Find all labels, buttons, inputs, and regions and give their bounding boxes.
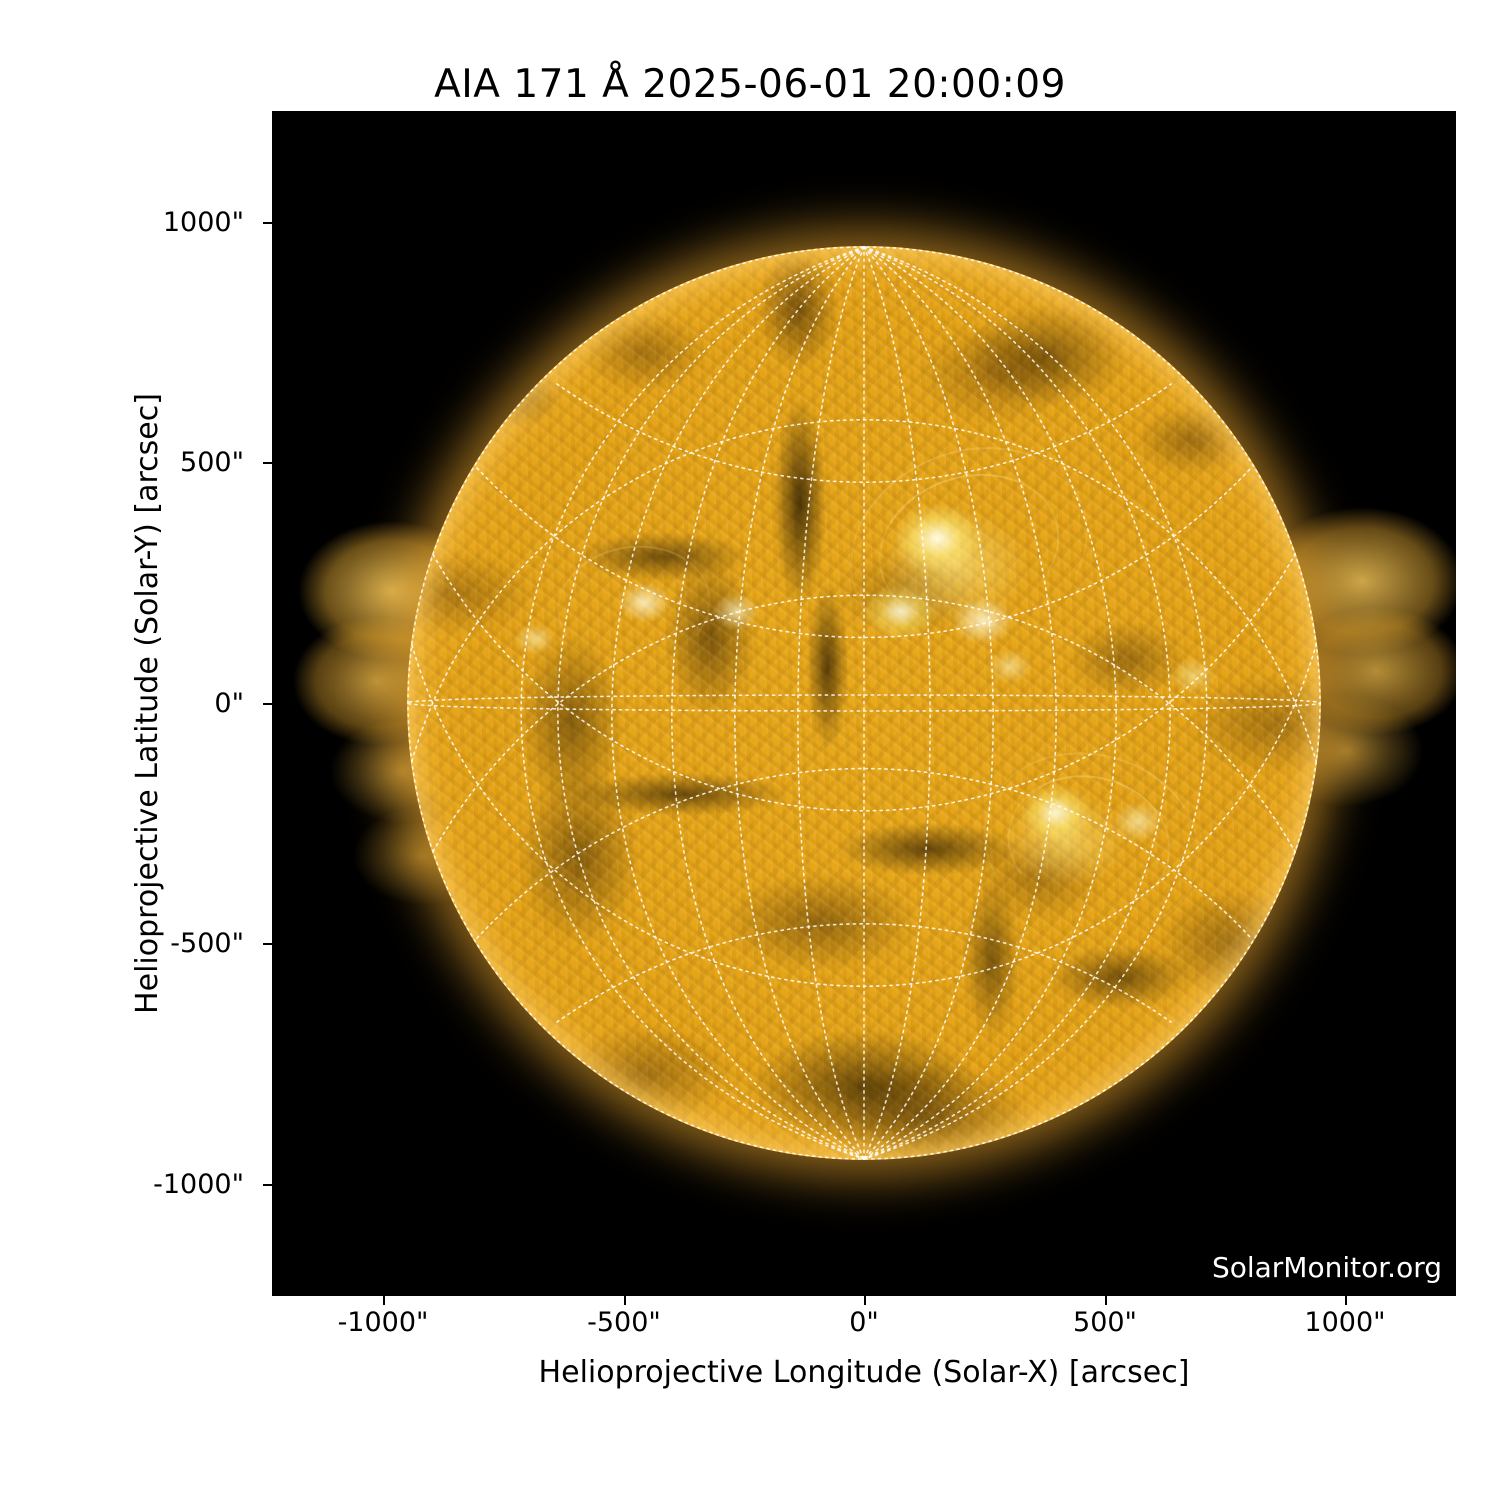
image-plot-area[interactable]: SolarMonitor.org xyxy=(272,111,1456,1296)
limb-brightening-ring xyxy=(407,246,1321,1160)
page-title: AIA 171 Å 2025-06-01 20:00:09 xyxy=(434,62,1066,107)
tick-x-500 xyxy=(1105,1296,1107,1305)
ticklabel-y-0: 0" xyxy=(214,688,244,719)
ticklabel-x-0: 0" xyxy=(849,1307,879,1338)
solar-disk xyxy=(407,246,1321,1160)
tick-y-neg500 xyxy=(263,943,272,945)
y-axis-label: Helioprojective Latitude (Solar-Y) [arcs… xyxy=(130,393,165,1014)
tick-y-0 xyxy=(263,703,272,705)
tick-x-0 xyxy=(864,1296,866,1305)
ticklabel-y-neg1000: -1000" xyxy=(153,1169,244,1200)
ticklabel-y-1000: 1000" xyxy=(162,207,244,238)
tick-y-1000 xyxy=(263,222,272,224)
ticklabel-y-neg500: -500" xyxy=(170,928,244,959)
tick-x-neg1000 xyxy=(383,1296,385,1305)
x-axis-label: Helioprojective Longitude (Solar-X) [arc… xyxy=(538,1355,1190,1390)
ticklabel-x-500: 500" xyxy=(1073,1307,1137,1338)
ticklabel-x-1000: 1000" xyxy=(1304,1307,1386,1338)
ticklabel-x-neg500: -500" xyxy=(587,1307,661,1338)
tick-y-500 xyxy=(263,462,272,464)
watermark: SolarMonitor.org xyxy=(1211,1251,1442,1284)
tick-x-neg500 xyxy=(624,1296,626,1305)
tick-x-1000 xyxy=(1345,1296,1347,1305)
ticklabel-y-500: 500" xyxy=(180,447,244,478)
ticklabel-x-neg1000: -1000" xyxy=(337,1307,429,1338)
tick-y-neg1000 xyxy=(263,1184,272,1186)
